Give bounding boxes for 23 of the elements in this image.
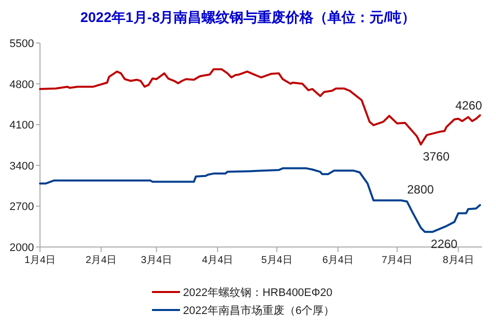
x-tick-label: 6月4日 — [322, 255, 354, 266]
y-tick-label: 4100 — [10, 120, 34, 132]
y-tick-label: 4800 — [10, 78, 34, 91]
y-tick-label: 2700 — [10, 201, 34, 214]
line-series — [39, 68, 482, 146]
annotation: 3760 — [422, 149, 450, 164]
x-tick-label: 1月4日 — [24, 255, 56, 266]
legend-label: 2022年南昌市场重废（6个厚） — [183, 304, 335, 317]
legend-label: 2022年螺纹钢：HRB400EΦ20 — [183, 286, 332, 299]
annotation: 2260 — [430, 236, 458, 251]
x-tick-label: 8月4日 — [442, 255, 474, 266]
y-tick-label: 3400 — [10, 160, 34, 172]
annotation: 2800 — [407, 182, 434, 196]
chart-title: 2022年1月-8月南昌螺纹钢与重废价格（单位：元/吨） — [80, 9, 416, 25]
y-tick-label: 2000 — [10, 242, 34, 254]
x-tick-label: 7月4日 — [382, 255, 413, 266]
x-tick-label: 3月4日 — [140, 255, 172, 266]
annotation: 4260 — [455, 98, 482, 112]
x-tick-label: 4月4日 — [202, 255, 234, 266]
line-series — [39, 167, 482, 233]
x-tick-label: 5月4日 — [261, 255, 292, 266]
x-tick-label: 2月4日 — [86, 255, 117, 266]
y-tick-label: 5500 — [10, 38, 34, 50]
